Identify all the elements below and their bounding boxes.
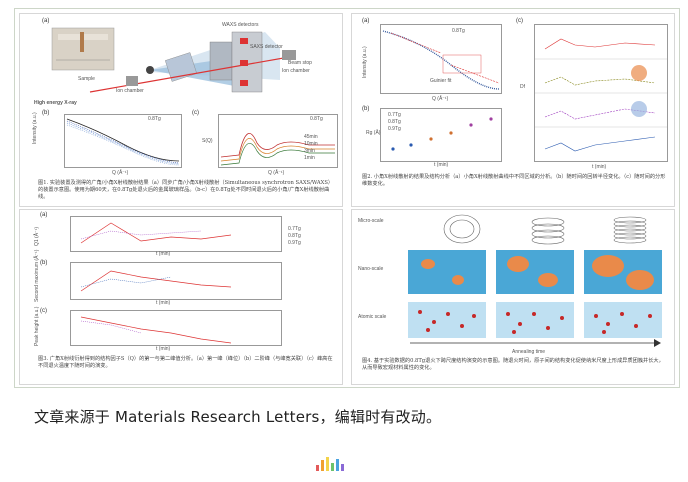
fig2-b-legend-3: 0.9Tg	[388, 126, 401, 132]
fig4-atomic-dots	[418, 310, 652, 334]
fig1-waxs-curves	[220, 133, 335, 166]
fig1-ion-chamber-label-right: Ion chamber	[282, 68, 310, 74]
fig3-c-xlabel: t (min)	[156, 346, 171, 352]
fig4-caption: 图4. 基于实验数据的0.8Tg退火下跨尺度结构演变的示意图。随退火时间，原子间…	[362, 358, 664, 371]
fig1-setup-schematic	[51, 27, 296, 93]
fig1-c-legend-2: 10min	[304, 141, 318, 147]
fig2-a-xlabel: Q (Å⁻¹)	[432, 96, 449, 102]
fig3-q1-plot	[70, 216, 282, 252]
figure-2-panel: (a) 0.8Tg Guinier fit Intensity (a.u.) Q…	[351, 13, 675, 207]
fig4-nano-clusters	[421, 255, 654, 290]
fig4-atomic-box-3	[584, 302, 662, 338]
fig4-nano-label: Nano-scale	[358, 266, 384, 272]
fig2-c-ylabel: Df	[520, 84, 525, 90]
fig2-b-ylabel: Rg (Å)	[366, 130, 381, 136]
fig4-atomic-box-2	[496, 302, 574, 338]
fig1-b-ylabel: Intensity (a.u.)	[32, 112, 38, 144]
source-note: 文章来源于 Materials Research Letters，编辑时有改动。	[34, 408, 442, 426]
fig1-saxs-label: SAXS detector	[250, 44, 283, 50]
fig1-saxs-plot	[64, 114, 182, 168]
fig2-panel-c-label: (c)	[516, 18, 523, 24]
fig3-a-ylabel: Q1 (Å⁻¹)	[34, 226, 40, 246]
fig4-atomic-label: Atomic scale	[358, 314, 387, 320]
fig4-micro-label: Micro-scale	[358, 218, 384, 224]
fig2-guinier-label: Guinier fit	[430, 78, 452, 84]
fig2-rg-markers	[391, 117, 493, 151]
fig1-c-tag: 0.8Tg	[310, 116, 323, 122]
fig3-peak-height-lines	[80, 316, 232, 344]
fig1-c-ylabel: S(Q)	[202, 138, 213, 144]
fig1-c-xlabel: Q (Å⁻¹)	[268, 170, 285, 176]
article-figure-sheet: (a) WAXS detectors SAXS detector Beam st…	[14, 8, 680, 388]
fig1-panel-b-label: (b)	[42, 110, 50, 116]
fig1-waxs-label: WAXS detectors	[222, 22, 259, 28]
fig3-panel-b-label: (b)	[40, 260, 48, 266]
fig3-peak-height-plot	[70, 310, 282, 346]
fig1-c-legend-1: 45min	[304, 134, 318, 140]
color-bar	[331, 463, 334, 471]
figure-1-panel: (a) WAXS detectors SAXS detector Beam st…	[19, 13, 343, 207]
color-bar	[321, 460, 324, 471]
fig1-b-tag: 0.8Tg	[148, 116, 161, 122]
fig1-panel-a-label: (a)	[42, 18, 50, 24]
fig1-b-xlabel: Q (Å⁻¹)	[112, 170, 129, 176]
fig1-c-legend-3: 3min	[304, 148, 315, 154]
fig2-saxs-fit-curves	[382, 30, 500, 90]
fig2-b-xlabel: t (min)	[434, 162, 449, 168]
figure-3-panel: (a) Q1 (Å⁻¹) 0.7Tg 0.8Tg 0.9Tg t (min) (…	[19, 209, 343, 385]
fig1-sample-label: Sample	[78, 76, 95, 82]
fig4-annealing-arrow	[410, 339, 661, 347]
fig3-b-xlabel: t (min)	[156, 300, 171, 306]
fig1-saxs-curves	[66, 118, 180, 166]
fig3-a-legend-2: 0.8Tg	[288, 233, 301, 239]
fig2-b-legend-2: 0.8Tg	[388, 119, 401, 125]
color-bar	[341, 464, 344, 471]
fig1-c-legend-4: 1min	[304, 155, 315, 161]
fig1-caption: 图1. 实验装置及测得的广角/小角X射线散射结果（a）同步广角/小角X射线散射（…	[38, 180, 334, 200]
fig1-xray-label: High energy X-ray	[34, 100, 77, 106]
fig4-nano-box-2	[496, 250, 574, 294]
fig2-b-legend-1: 0.7Tg	[388, 112, 401, 118]
color-bar	[326, 457, 329, 471]
fig2-panel-a-label: (a)	[362, 18, 370, 24]
fig1-panel-c-label: (c)	[192, 110, 199, 116]
fig2-rg-plot	[380, 108, 502, 162]
fig1-waxs-plot	[218, 114, 338, 168]
fig2-df-plot	[534, 24, 668, 162]
fig3-second-max-plot	[70, 262, 282, 300]
fig4-nano-box-1	[408, 250, 486, 294]
fig2-caption: 图2. 小角X射线散射的结果及结构分析（a）小角X射线散射曲线中不同区域的分析。…	[362, 174, 666, 187]
fig3-q1-lines	[80, 222, 232, 244]
fig3-second-max-lines	[80, 270, 232, 292]
fig4-atomic-box-1	[408, 302, 486, 338]
figure-4-panel: Micro-scale Nano-scale Atomic scale	[351, 209, 675, 385]
fig4-micro-coils	[443, 214, 647, 245]
fig2-c-xlabel: t (min)	[592, 164, 607, 170]
fig2-saxs-fit-plot	[380, 24, 502, 94]
fig3-a-legend-1: 0.7Tg	[288, 226, 301, 232]
fig3-a-xlabel: t (min)	[156, 251, 171, 257]
fig3-c-ylabel: Peak height (a.u.)	[34, 306, 40, 346]
fig4-annealing-label: Annealing time	[512, 349, 546, 355]
color-bar	[336, 459, 339, 471]
fig1-ion-chamber-label-left: Ion chamber	[116, 88, 144, 94]
fig1-beam-stop-label: Beam stop	[288, 60, 312, 66]
color-bar	[316, 465, 319, 471]
fig3-panel-c-label: (c)	[40, 308, 47, 314]
fig2-df-markers	[535, 38, 667, 152]
fig3-panel-a-label: (a)	[40, 212, 48, 218]
fig3-a-legend-3: 0.9Tg	[288, 240, 301, 246]
fig2-a-ylabel: Intensity (a.u.)	[362, 46, 368, 78]
fig2-panel-b-label: (b)	[362, 106, 370, 112]
fig3-b-ylabel: Second maximum (Å⁻¹)	[34, 249, 40, 302]
fig3-caption: 图3. 广角X射线衍射得到的结构因子S（Q）的第一与第二峰值分析。（a）第一峰（…	[38, 356, 333, 369]
fig2-a-tag: 0.8Tg	[452, 28, 465, 34]
